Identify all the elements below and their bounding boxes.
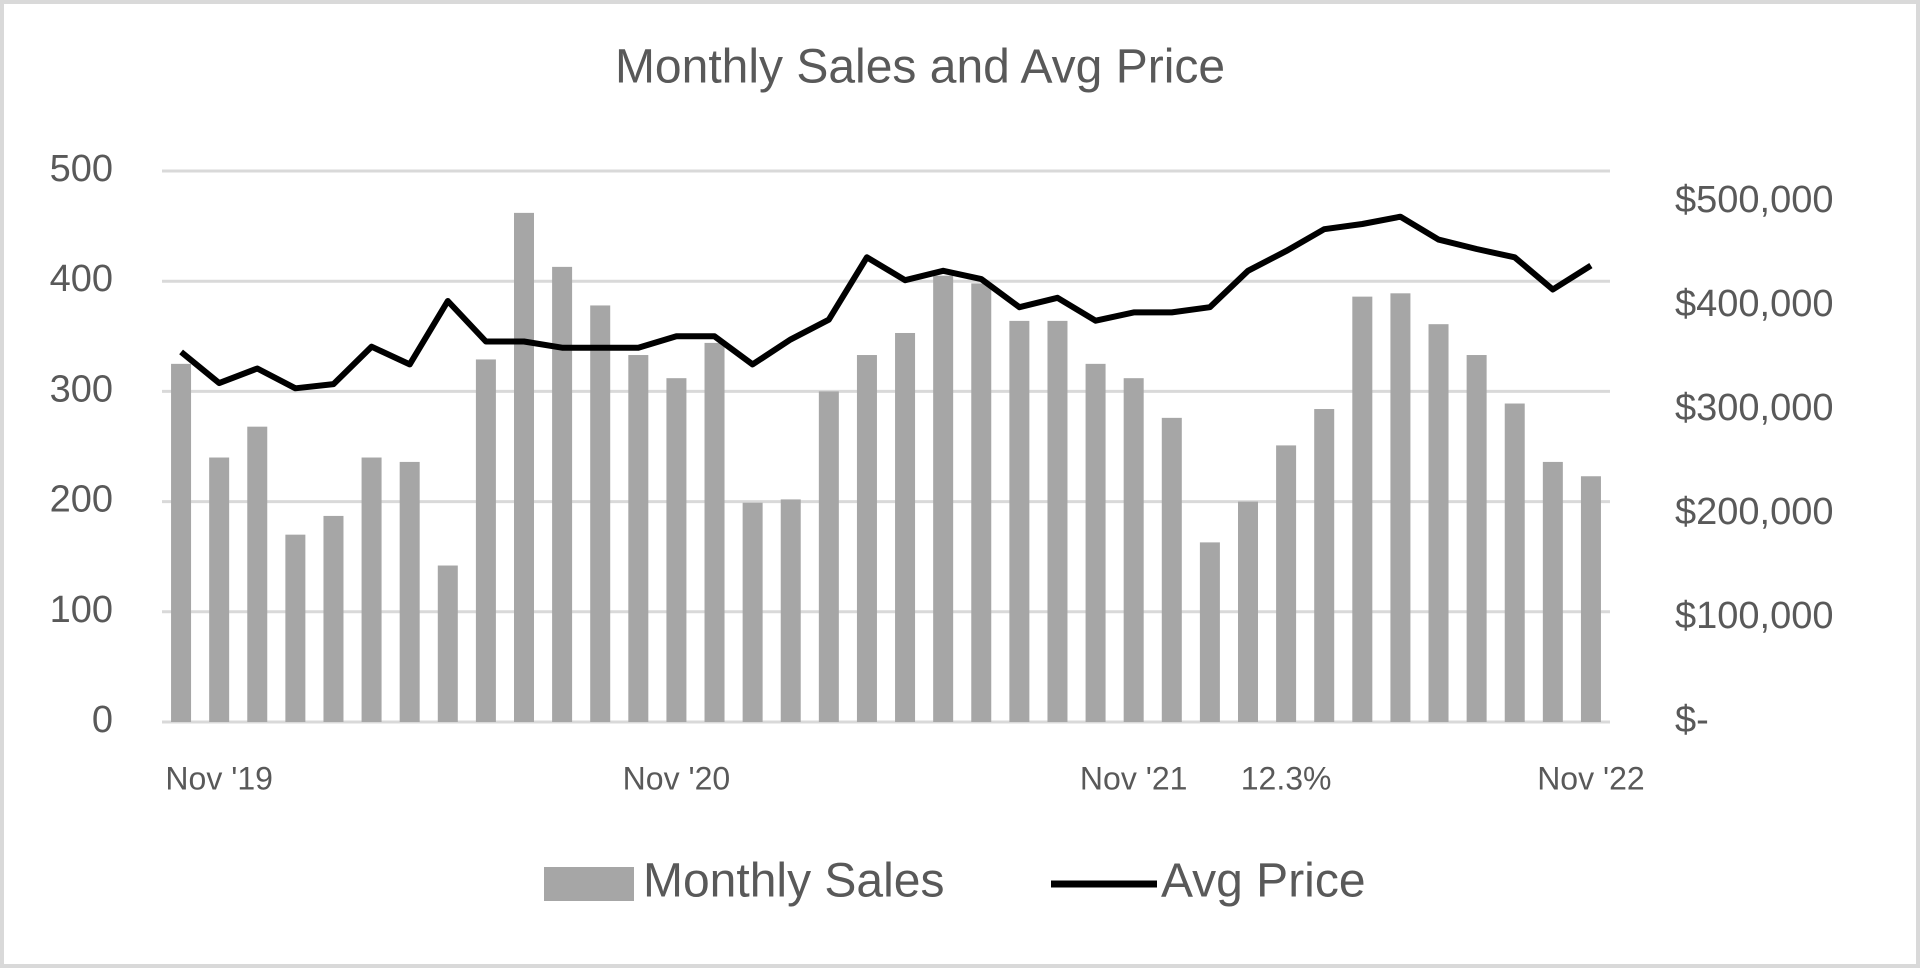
bar [552, 266, 573, 722]
bar [704, 342, 725, 722]
x-tick-label: Nov '22 [1537, 760, 1645, 796]
bar [742, 502, 763, 722]
y2-tick-label: $100,000 [1675, 595, 1834, 637]
bar [971, 283, 992, 722]
bar [323, 515, 344, 722]
bar [933, 275, 954, 722]
bar [209, 457, 230, 722]
bar [1466, 355, 1487, 722]
y-tick-label: 400 [50, 258, 113, 300]
bar [856, 355, 877, 722]
bar [361, 457, 382, 722]
y2-tick-label: $- [1675, 699, 1709, 741]
bar [666, 378, 687, 722]
x-tick-label: Nov '21 [1080, 760, 1188, 796]
bar [1047, 320, 1068, 722]
bar [1428, 324, 1449, 722]
bar [1542, 461, 1563, 722]
bar [285, 534, 306, 722]
y-tick-label: 100 [50, 589, 113, 631]
y-tick-label: 500 [50, 148, 113, 190]
bar [475, 359, 496, 722]
bar [1161, 417, 1182, 722]
bar [1504, 403, 1525, 722]
bar [895, 332, 916, 722]
bar [1123, 378, 1144, 722]
bar [818, 391, 839, 722]
x-tick-label: Nov '19 [165, 760, 273, 796]
chart-title: Monthly Sales and Avg Price [615, 41, 1225, 94]
legend-label: Monthly Sales [643, 855, 944, 908]
price-line [179, 213, 1593, 392]
bar [1085, 363, 1106, 722]
bar [590, 305, 611, 722]
bar [780, 499, 801, 722]
y2-tick-label: $200,000 [1675, 491, 1834, 533]
y-tick-label: 300 [50, 368, 113, 410]
bar [399, 461, 420, 722]
bar [1390, 293, 1411, 722]
bar [247, 426, 268, 722]
bar [1314, 409, 1335, 722]
y-tick-label: 0 [92, 699, 113, 741]
bar [1276, 445, 1297, 722]
bar [628, 355, 649, 722]
bar [437, 565, 458, 722]
y2-tick-label: $300,000 [1675, 387, 1834, 429]
y2-tick-label: $400,000 [1675, 283, 1834, 325]
bar [171, 363, 192, 722]
bar [514, 212, 534, 722]
y-tick-label: 200 [50, 479, 113, 521]
bar [1580, 476, 1601, 722]
x-tick-label: Nov '20 [623, 760, 731, 796]
bar [1199, 542, 1220, 722]
x-tick-label: 12.3% [1241, 760, 1332, 796]
bar [1238, 501, 1258, 722]
legend-swatch [544, 867, 634, 901]
bar [1009, 320, 1030, 722]
y2-tick-label: $500,000 [1675, 179, 1834, 221]
legend-label: Avg Price [1161, 855, 1366, 908]
bar [1352, 296, 1373, 722]
